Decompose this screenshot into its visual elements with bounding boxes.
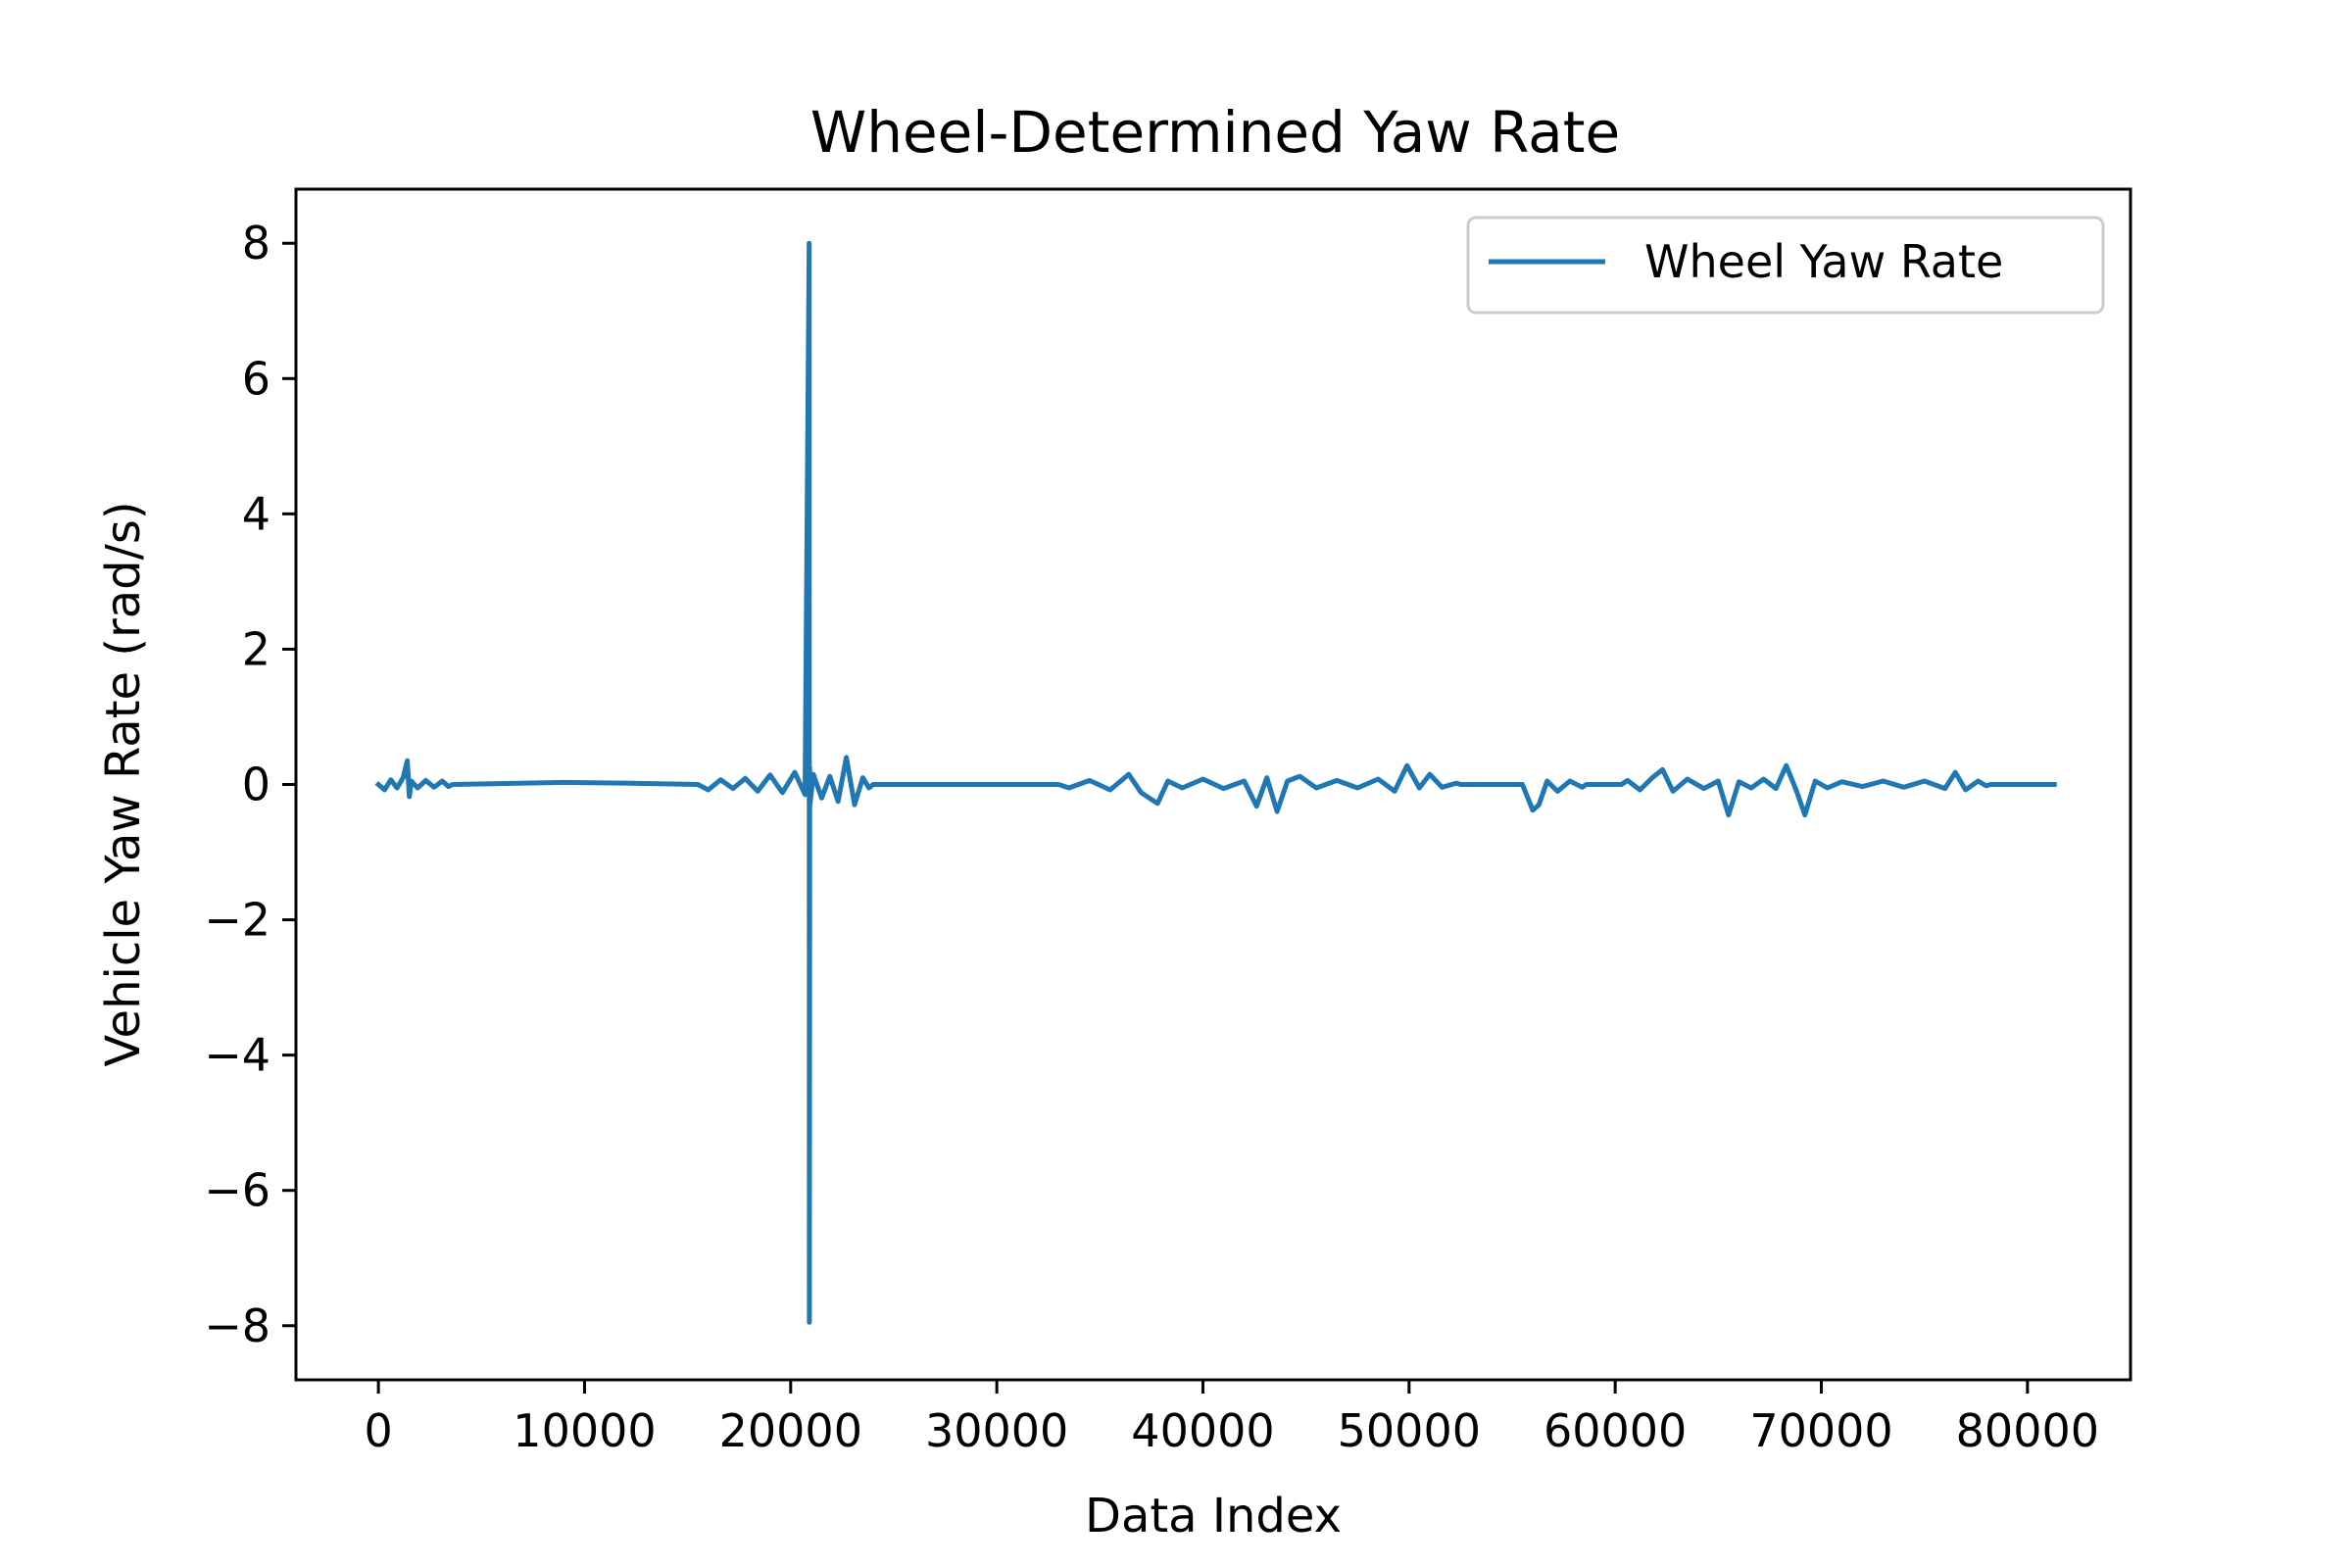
y-axis-label: Vehicle Yaw Rate (rad/s) (96, 501, 151, 1066)
series-layer (374, 240, 2057, 1325)
x-tick-label: 80000 (1956, 1404, 2099, 1457)
plot-frame (294, 187, 2132, 1382)
x-tick-label: 10000 (513, 1404, 656, 1457)
legend: Wheel Yaw Rate (1466, 216, 2105, 315)
y-tick-label: 4 (242, 487, 270, 540)
y-tick-label: −8 (204, 1299, 270, 1352)
x-axis-label: Data Index (1085, 1489, 1342, 1544)
y-tick-label: −4 (204, 1029, 270, 1082)
x-tick-label: 40000 (1131, 1404, 1274, 1457)
x-tick-label: 50000 (1338, 1404, 1481, 1457)
x-tick-label: 0 (364, 1404, 392, 1457)
legend-frame (1466, 216, 2105, 315)
x-axis-ticks: 0 10000 20000 30000 40000 50000 60000 70000 8000… (364, 1380, 2099, 1457)
x-tick-label: 20000 (719, 1404, 862, 1457)
y-tick-label: 6 (242, 352, 270, 405)
x-tick-label: 30000 (925, 1404, 1068, 1457)
x-tick-label: 70000 (1749, 1404, 1892, 1457)
y-axis-ticks: −8 −6 −4 −2 0 2 4 6 8 (204, 217, 296, 1352)
y-tick-label: 8 (242, 217, 270, 270)
y-tick-label: 0 (242, 759, 270, 811)
y-tick-label: −6 (204, 1164, 270, 1217)
x-tick-label: 60000 (1544, 1404, 1687, 1457)
y-tick-label: −2 (204, 894, 270, 947)
series-line-wheel-yaw-rate (374, 240, 2057, 1325)
y-tick-label: 2 (242, 622, 270, 675)
chart-title: Wheel-Determined Yaw Rate (810, 99, 1620, 166)
legend-label: Wheel Yaw Rate (1644, 235, 2003, 288)
